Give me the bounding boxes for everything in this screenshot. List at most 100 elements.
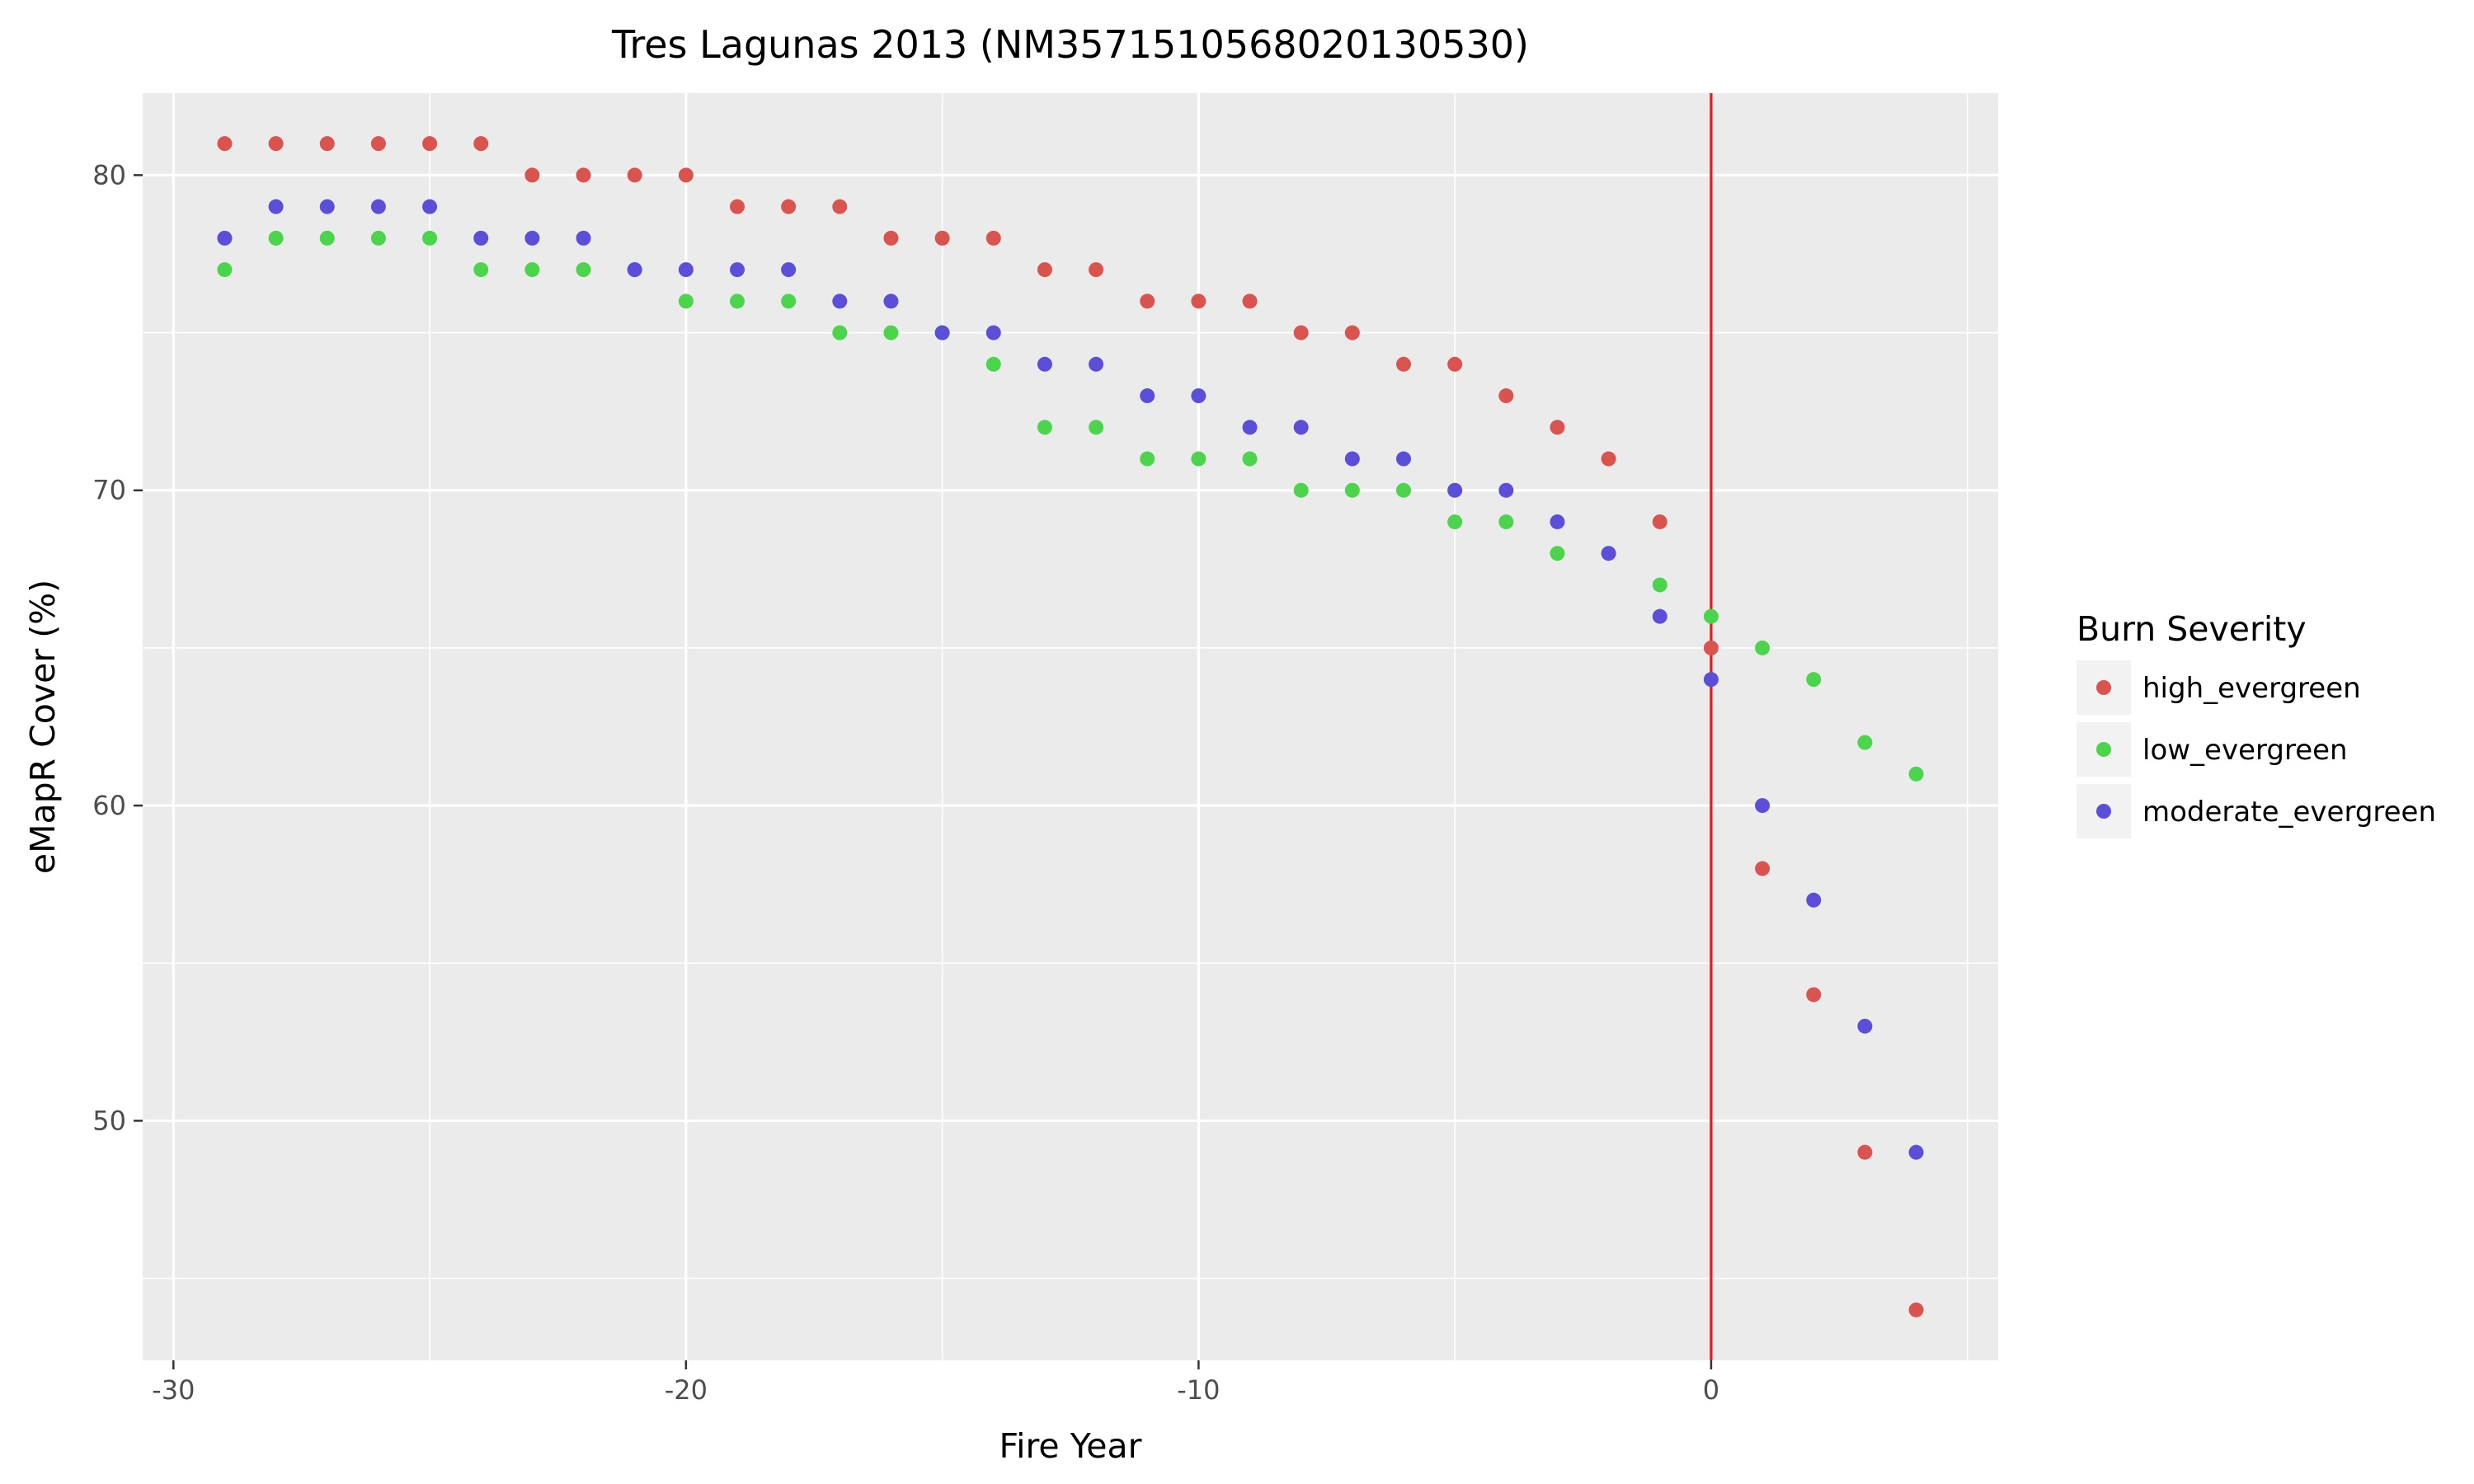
point-low_evergreen [1806,672,1822,688]
point-high_evergreen [422,136,438,152]
point-low_evergreen [268,230,284,246]
point-high_evergreen [1703,640,1719,655]
point-high_evergreen [985,230,1001,246]
point-moderate_evergreen [678,262,694,278]
plot-panel [143,93,1998,1360]
point-low_evergreen [1447,514,1463,529]
point-high_evergreen [1857,1144,1873,1160]
point-low_evergreen [1857,735,1873,750]
point-low_evergreen [1703,608,1719,624]
point-high_evergreen [1550,420,1565,435]
point-high_evergreen [217,136,233,152]
point-low_evergreen [1908,766,1924,782]
point-moderate_evergreen [422,199,438,214]
gridlines [143,93,1998,1360]
point-moderate_evergreen [1498,482,1514,498]
legend-label: moderate_evergreen [2142,796,2436,829]
point-high_evergreen [1447,356,1463,372]
point-high_evergreen [1755,861,1771,876]
point-high_evergreen [1344,325,1360,340]
point-high_evergreen [1652,514,1667,529]
point-moderate_evergreen [1550,514,1565,529]
legend: Burn Severity high_evergreen low_evergree… [2077,609,2436,838]
point-moderate_evergreen [1703,672,1719,688]
point-moderate_evergreen [576,230,591,246]
point-high_evergreen [729,199,745,214]
point-high_evergreen [781,199,797,214]
point-high_evergreen [268,136,284,152]
point-moderate_evergreen [1344,451,1360,467]
point-moderate_evergreen [832,294,848,309]
point-high_evergreen [524,167,540,183]
point-moderate_evergreen [934,325,950,340]
point-low_evergreen [883,325,899,340]
point-low_evergreen [1037,420,1052,435]
point-low_evergreen [370,230,386,246]
point-high_evergreen [832,199,848,214]
point-moderate_evergreen [1242,420,1258,435]
point-high_evergreen [1191,294,1206,309]
point-low_evergreen [1344,482,1360,498]
point-low_evergreen [832,325,848,340]
y-axis-title: eMapR Cover (%) [23,580,63,874]
point-high_evergreen [1140,294,1155,309]
point-low_evergreen [729,294,745,309]
x-tick-label: -30 [152,1374,195,1406]
point-moderate_evergreen [1652,608,1667,624]
point-high_evergreen [1908,1302,1924,1317]
x-axis-ticks: -30 -20 -10 0 [152,1360,1719,1406]
y-tick-label: 70 [92,475,126,506]
point-high_evergreen [1037,262,1052,278]
point-moderate_evergreen [370,199,386,214]
x-axis-title: Fire Year [999,1426,1141,1466]
point-high_evergreen [883,230,899,246]
point-low_evergreen [1242,451,1258,467]
point-low_evergreen [217,262,233,278]
point-high_evergreen [370,136,386,152]
point-moderate_evergreen [729,262,745,278]
point-moderate_evergreen [1755,798,1771,814]
point-low_evergreen [422,230,438,246]
legend-swatch-moderate_evergreen [2096,804,2111,819]
point-moderate_evergreen [985,325,1001,340]
y-tick-label: 80 [92,159,126,190]
point-moderate_evergreen [473,230,489,246]
data-points [217,136,1924,1317]
point-high_evergreen [1498,388,1514,404]
point-moderate_evergreen [1806,892,1822,908]
point-low_evergreen [781,294,797,309]
point-moderate_evergreen [1293,420,1309,435]
chart-title: Tres Lagunas 2013 (NM3571510568020130530… [611,22,1529,67]
y-tick-label: 50 [92,1105,126,1136]
y-axis-ticks: 50 60 70 80 [92,159,143,1136]
point-low_evergreen [1498,514,1514,529]
point-moderate_evergreen [883,294,899,309]
point-low_evergreen [524,262,540,278]
point-low_evergreen [1191,451,1206,467]
legend-label: low_evergreen [2142,734,2348,767]
point-moderate_evergreen [1447,482,1463,498]
point-high_evergreen [1089,262,1104,278]
point-low_evergreen [1550,546,1565,561]
point-moderate_evergreen [217,230,233,246]
point-low_evergreen [1293,482,1309,498]
point-low_evergreen [1755,640,1771,655]
point-moderate_evergreen [627,262,642,278]
legend-title: Burn Severity [2077,609,2307,649]
point-moderate_evergreen [1601,546,1616,561]
legend-swatch-low_evergreen [2096,742,2111,757]
point-low_evergreen [1652,577,1667,593]
point-moderate_evergreen [1140,388,1155,404]
point-moderate_evergreen [319,199,335,214]
point-high_evergreen [1293,325,1309,340]
point-high_evergreen [319,136,335,152]
point-high_evergreen [1806,987,1822,1003]
point-moderate_evergreen [1908,1144,1924,1160]
point-high_evergreen [934,230,950,246]
point-moderate_evergreen [1191,388,1206,404]
point-moderate_evergreen [268,199,284,214]
point-high_evergreen [1601,451,1616,467]
point-low_evergreen [1089,420,1104,435]
point-moderate_evergreen [1089,356,1104,372]
